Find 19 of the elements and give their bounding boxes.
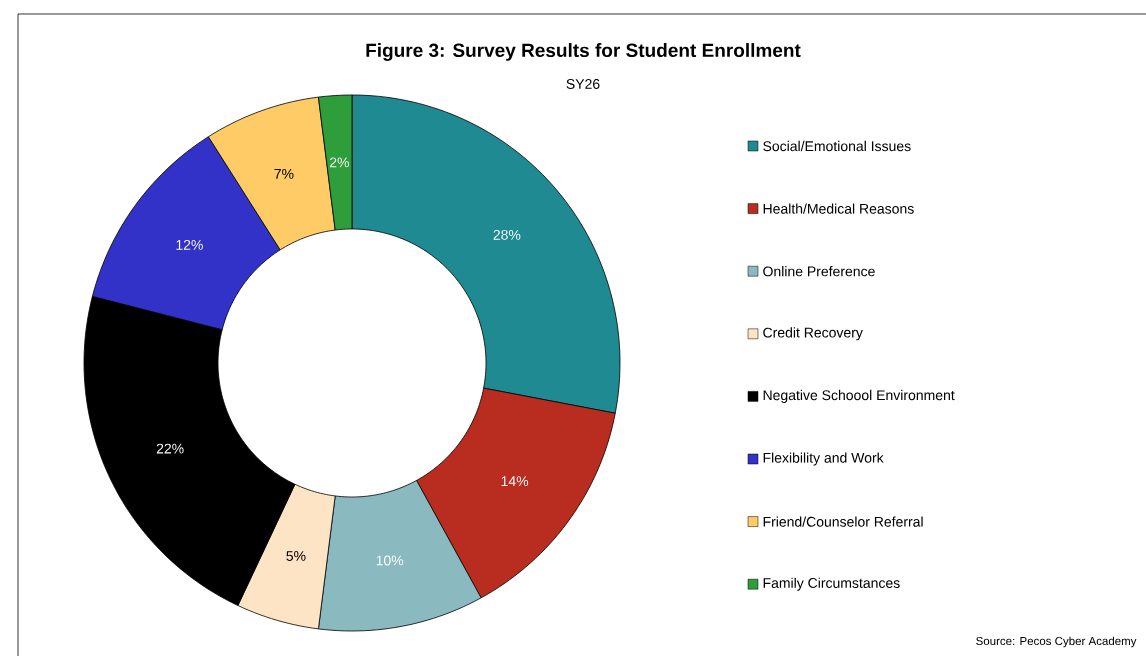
legend-label: Negative Schoool Environment <box>763 389 955 403</box>
data-label: 10% <box>376 555 404 566</box>
chart-title: Figure 3: Survey Results for Student Enrollment <box>366 43 801 61</box>
legend-label: Friend/Counselor Referral <box>763 516 923 527</box>
data-label: 28% <box>493 229 521 240</box>
data-label: 5% <box>286 551 306 561</box>
data-label: 22% <box>156 443 184 454</box>
legend-label: Health/Medical Reasons <box>763 203 914 214</box>
legend-label: Credit Recovery <box>763 327 863 341</box>
legend-label: Online Preference <box>763 266 875 277</box>
legend-label: Social/Emotional Issues <box>763 140 911 152</box>
source-note: Source: Pecos Cyber Academy <box>976 636 1137 648</box>
legend-label: Flexibility and Work <box>763 452 884 466</box>
data-label: 7% <box>274 168 294 179</box>
data-label: 14% <box>501 476 529 487</box>
legend-label: Family Circumstances <box>763 577 900 591</box>
data-label: 2% <box>329 157 349 168</box>
data-label: 12% <box>176 239 203 250</box>
chart-subtitle: SY26 <box>566 79 600 89</box>
